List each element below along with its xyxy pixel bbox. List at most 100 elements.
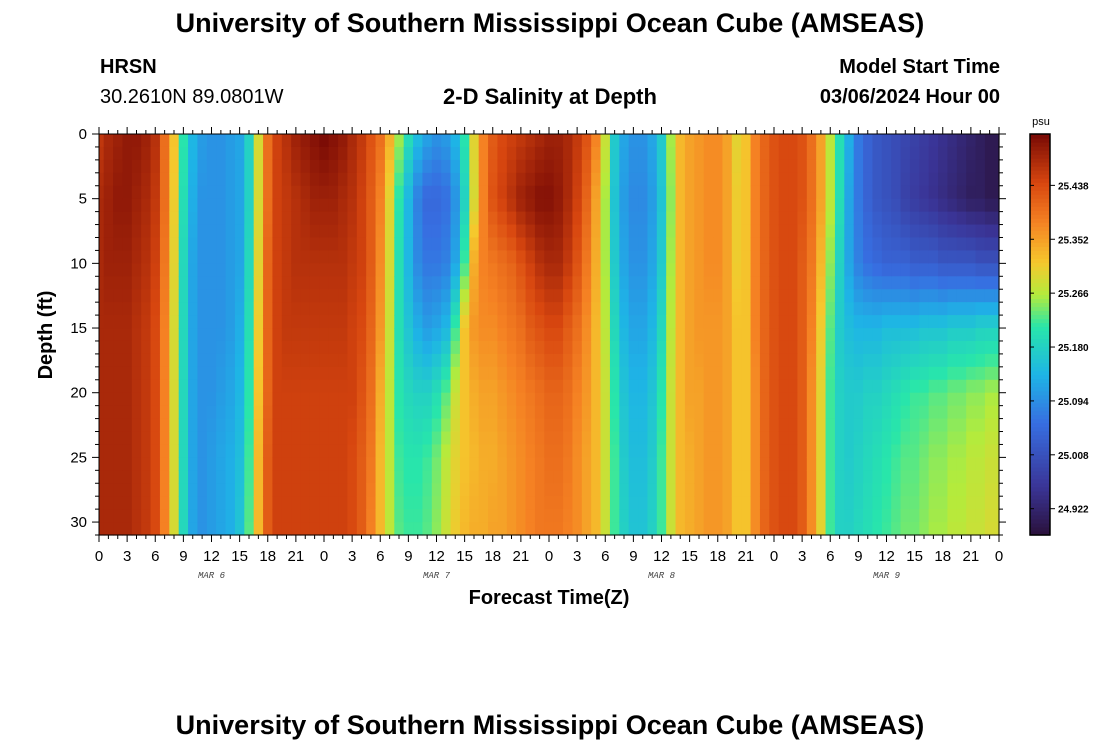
heatmap-cell (947, 470, 958, 484)
heatmap-cell (253, 224, 264, 239)
heatmap-cell (703, 418, 714, 433)
colorbar-tick-label: 25.180 (1058, 343, 1089, 354)
heatmap-cell (113, 418, 124, 433)
heatmap-cell (488, 276, 499, 290)
day-label: MAR 9 (873, 571, 901, 581)
heatmap-cell (366, 522, 377, 536)
heatmap-cell (778, 159, 789, 174)
heatmap-cell (159, 172, 170, 187)
heatmap-cell (347, 315, 358, 329)
heatmap-cell (488, 328, 499, 342)
heatmap-cell (99, 198, 105, 213)
heatmap-cell (300, 353, 311, 368)
heatmap-cell (394, 302, 405, 316)
colorbar-segment (1030, 226, 1050, 231)
heatmap-cell (553, 418, 564, 433)
heatmap-cell (853, 340, 864, 355)
heatmap-cell (225, 224, 236, 239)
heatmap-cell (441, 470, 452, 484)
heatmap-cell (459, 302, 470, 316)
heatmap-cell (994, 470, 1000, 484)
heatmap-cell (375, 328, 386, 342)
heatmap-cell (384, 522, 395, 536)
heatmap-cell (806, 237, 817, 252)
heatmap-cell (797, 237, 808, 252)
heatmap-cell (600, 405, 611, 420)
heatmap-cell (816, 134, 827, 148)
heatmap-cell (553, 263, 564, 277)
heatmap-cell (469, 522, 480, 536)
heatmap-cell (703, 353, 714, 368)
heatmap-cell (197, 418, 208, 433)
heatmap-cell (497, 366, 508, 381)
heatmap-cell (375, 496, 386, 510)
heatmap-cell (338, 146, 349, 161)
heatmap-cell (403, 509, 414, 523)
heatmap-cell (544, 159, 555, 174)
heatmap-cell (600, 172, 611, 187)
heatmap-cell (853, 302, 864, 316)
heatmap-cell (309, 315, 320, 329)
heatmap-cell (169, 237, 180, 252)
heatmap-cell (272, 457, 283, 471)
heatmap-cell (281, 289, 292, 303)
heatmap-cell (263, 315, 274, 329)
y-tick-label: 20 (70, 385, 87, 402)
heatmap-cell (947, 328, 958, 342)
heatmap-cell (309, 509, 320, 523)
heatmap-cell (356, 483, 367, 497)
x-tick-label: 15 (906, 548, 923, 565)
heatmap-cell (628, 237, 639, 252)
heatmap-cell (759, 328, 770, 342)
heatmap-cell (253, 146, 264, 161)
heatmap-cell (544, 509, 555, 523)
heatmap-cell (853, 483, 864, 497)
heatmap-cell (422, 418, 433, 433)
heatmap-cell (478, 198, 489, 213)
colorbar-segment (1030, 414, 1050, 420)
heatmap-cell (713, 328, 724, 342)
heatmap-cell (647, 250, 658, 264)
heatmap-cell (488, 185, 499, 200)
heatmap-cell (722, 457, 733, 471)
heatmap-cell (975, 134, 986, 148)
heatmap-cell (638, 315, 649, 329)
heatmap-cell (759, 392, 770, 407)
heatmap-cell (234, 366, 245, 381)
heatmap-cell (422, 392, 433, 407)
heatmap-cell (225, 134, 236, 148)
heatmap-cell (478, 405, 489, 420)
heatmap-cell (853, 276, 864, 290)
heatmap-cell (450, 211, 461, 226)
heatmap-cell (853, 353, 864, 368)
heatmap-cell (234, 237, 245, 252)
heatmap-cell (553, 224, 564, 239)
heatmap-cell (188, 289, 199, 303)
colorbar-segment (1030, 394, 1050, 400)
heatmap-cell (403, 522, 414, 536)
heatmap-cell (553, 250, 564, 264)
heatmap-cell (169, 302, 180, 316)
heatmap-cell (928, 224, 939, 239)
heatmap-cell (403, 146, 414, 161)
colorbar: 24.92225.00825.09425.18025.26625.35225.4… (1029, 133, 1089, 536)
heatmap-cell (234, 172, 245, 187)
heatmap-cell (122, 522, 133, 536)
heatmap-cell (984, 418, 995, 433)
heatmap-cell (188, 185, 199, 200)
heatmap-cell (478, 224, 489, 239)
heatmap-cell (656, 509, 667, 523)
heatmap-cell (244, 224, 255, 239)
heatmap-cell (834, 289, 845, 303)
heatmap-cell (675, 328, 686, 342)
heatmap-cell (956, 198, 967, 213)
heatmap-cell (628, 211, 639, 226)
heatmap-cell (600, 276, 611, 290)
heatmap-cell (403, 431, 414, 446)
heatmap-cell (647, 392, 658, 407)
heatmap-cell (600, 289, 611, 303)
heatmap-cell (666, 340, 677, 355)
heatmap-cell (628, 276, 639, 290)
heatmap-cell (413, 134, 424, 148)
heatmap-cell (131, 276, 142, 290)
